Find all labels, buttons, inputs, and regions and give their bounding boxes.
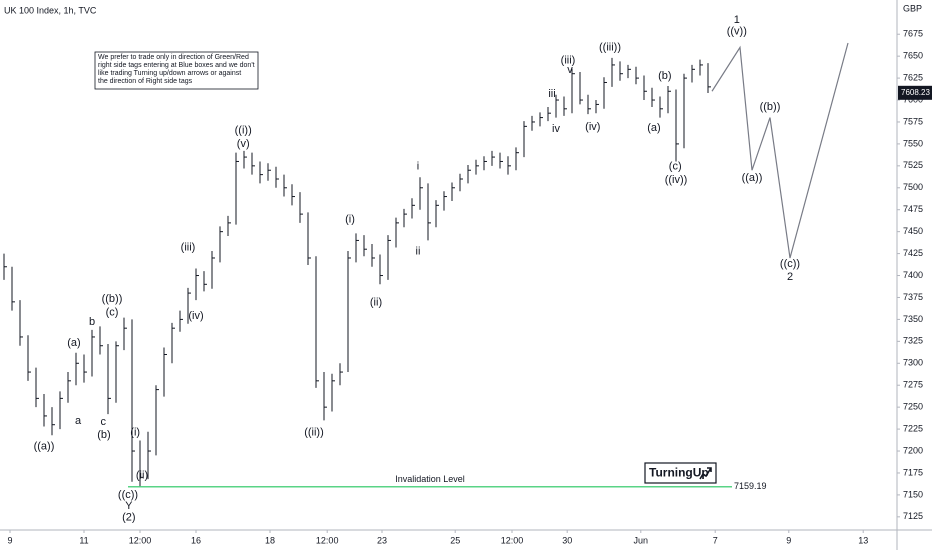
x-tick-label: Jun (634, 535, 649, 545)
wave-label: (ii) (370, 297, 382, 309)
x-tick-label: 9 (786, 535, 791, 545)
note-line: right side tags entering at Blue boxes a… (98, 62, 255, 69)
wave-label: (i) (345, 213, 355, 225)
y-tick-label: 7250 (903, 402, 923, 412)
y-tick-label: 7275 (903, 380, 923, 390)
logo: TurningUp (644, 462, 717, 484)
y-tick-label: 7550 (903, 138, 923, 148)
wave-label: ((i)) (235, 125, 252, 137)
wave-label: ((v)) (727, 25, 747, 37)
price-tag-label: 7608.23 (901, 88, 930, 97)
wave-label: (iii) (561, 54, 576, 66)
wave-label: c (100, 416, 106, 428)
x-tick-label: 30 (562, 535, 572, 545)
wave-label: ((a)) (742, 172, 763, 184)
x-tick-label: 25 (450, 535, 460, 545)
wave-label: (b) (97, 429, 110, 441)
note-line: We prefer to trade only in direction of … (98, 54, 249, 61)
wave-label: ((ii)) (304, 427, 324, 439)
wave-label: (c) (669, 161, 682, 173)
y-tick-label: 7125 (903, 511, 923, 521)
wave-label: iii (548, 88, 555, 100)
wave-label: v (567, 64, 573, 76)
wave-label: (v) (237, 138, 250, 150)
y-tick-label: 7225 (903, 423, 923, 433)
y-tick-label: 7450 (903, 226, 923, 236)
wave-label: (iv) (188, 310, 203, 322)
wave-label: ((iv)) (665, 174, 688, 186)
wave-label: ((a)) (34, 441, 55, 453)
x-tick-label: 23 (377, 535, 387, 545)
y-tick-label: 7675 (903, 29, 923, 39)
y-tick-label: 7375 (903, 292, 923, 302)
y-tick-label: 7350 (903, 314, 923, 324)
y-tick-label: 7475 (903, 204, 923, 214)
wave-label: 2 (787, 271, 793, 283)
y-tick-label: 7400 (903, 270, 923, 280)
wave-label: ((c)) (118, 489, 138, 501)
note-frame (94, 51, 259, 90)
wave-label: ((c)) (780, 258, 800, 270)
x-tick-label: 16 (191, 535, 201, 545)
wave-label: (ii) (136, 470, 148, 482)
y-tick-label: 7175 (903, 467, 923, 477)
wave-label: i (417, 161, 419, 173)
wave-label: (a) (67, 337, 80, 349)
wave-label: (i) (130, 427, 140, 439)
invalidation-value: 7159.19 (734, 481, 767, 491)
wave-label: b (89, 316, 95, 328)
logo-arrow (699, 467, 712, 480)
wave-label: (b) (658, 70, 671, 82)
y-tick-label: 7150 (903, 489, 923, 499)
logo-frame (644, 462, 717, 484)
wave-label: ((b)) (102, 293, 123, 305)
wave-label: ii (416, 246, 421, 258)
wave-label: iv (552, 123, 560, 135)
x-tick-label: 11 (79, 535, 88, 545)
x-tick-label: 13 (858, 535, 868, 545)
x-tick-label: 12:00 (501, 535, 524, 545)
invalidation-label: Invalidation Level (395, 474, 465, 484)
x-tick-label: 12:00 (129, 535, 152, 545)
wave-label: (c) (106, 306, 119, 318)
wave-label: Y (125, 500, 133, 512)
wave-label: ((iii)) (599, 41, 621, 53)
wave-label: (2) (122, 512, 135, 524)
wave-label: (a) (647, 122, 660, 134)
x-tick-label: 12:00 (316, 535, 339, 545)
x-tick-label: 18 (265, 535, 275, 545)
currency: GBP (903, 3, 922, 13)
note-line: like trading Turning up/down arrows or a… (98, 70, 241, 77)
projection-line (711, 42, 849, 259)
wave-label: (iii) (181, 241, 196, 253)
wave-label: a (75, 415, 82, 427)
wave-label: 1 (734, 14, 740, 26)
y-tick-label: 7625 (903, 72, 923, 82)
y-tick-label: 7650 (903, 51, 923, 61)
price-tag (898, 85, 932, 100)
y-tick-label: 7575 (903, 116, 923, 126)
note-line: the direction of Right side tags (98, 78, 193, 85)
x-tick-label: 9 (7, 535, 12, 545)
x-tick-label: 7 (713, 535, 718, 545)
wave-label: (iv) (585, 121, 600, 133)
y-tick-label: 7525 (903, 160, 923, 170)
note-box: We prefer to trade only in direction of … (94, 51, 259, 90)
chart-title: UK 100 Index, 1h, TVC (4, 5, 97, 15)
logo-text: TurningUp (649, 466, 709, 480)
wave-label: ((b)) (760, 101, 781, 113)
y-tick-label: 7500 (903, 182, 923, 192)
y-tick-label: 7200 (903, 445, 923, 455)
y-tick-label: 7300 (903, 358, 923, 368)
y-tick-label: 7325 (903, 336, 923, 346)
y-tick-label: 7425 (903, 248, 923, 258)
